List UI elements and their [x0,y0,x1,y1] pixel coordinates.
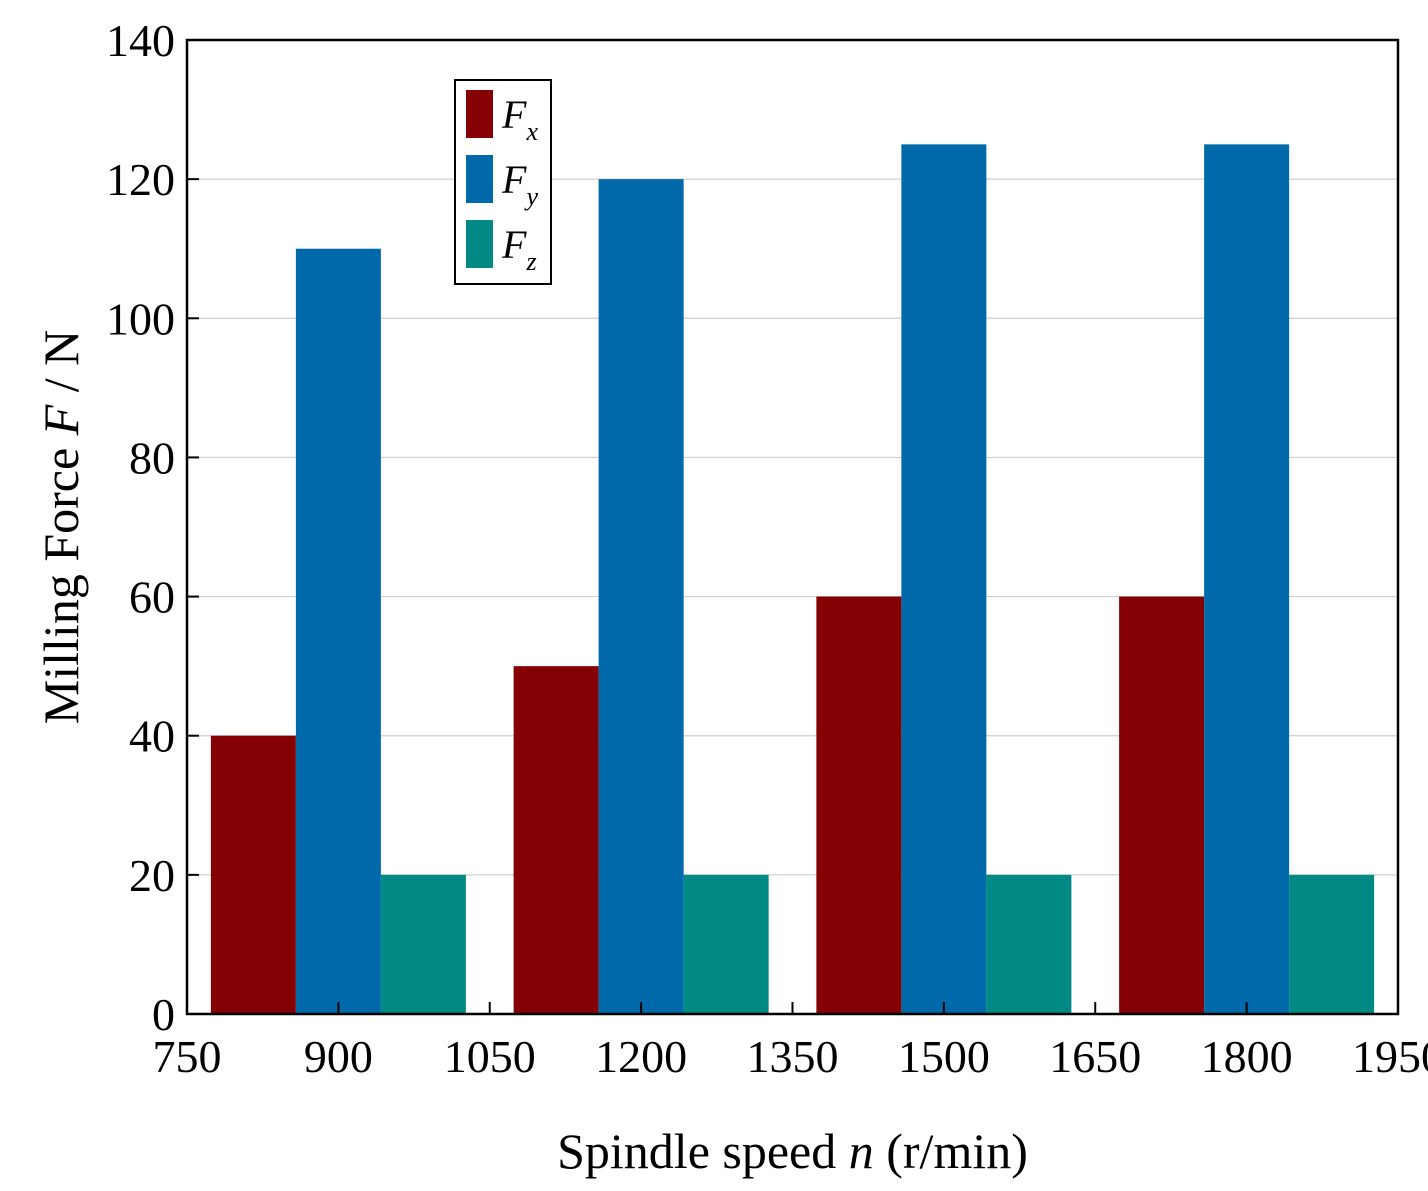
legend-swatch-Fy [466,155,493,203]
y-tick-label: 60 [129,572,175,623]
legend-swatch-Fx [466,90,493,138]
y-axis-title-part-1: Milling Force [33,435,89,724]
y-tick-label: 100 [106,293,175,344]
y-tick-label: 140 [106,15,175,66]
bars [210,144,1375,1015]
legend-label-Fy: Fy [501,157,538,211]
bar-Fz-1800 [1289,874,1375,1014]
x-tick-label: 1650 [1049,1031,1141,1082]
y-tick-label: 40 [129,711,175,762]
legend-label-subscript: x [525,117,538,146]
y-axis-title: Milling Force F / N [33,330,89,724]
legend-swatch-Fz [466,220,493,268]
y-tick-label: 0 [152,989,175,1040]
legend-label-Fx: Fx [501,92,538,146]
bar-Fz-1500 [986,874,1072,1014]
legend-label-symbol: F [501,157,527,202]
legend-label-subscript: y [523,182,538,211]
bar-Fy-1800 [1204,144,1290,1014]
x-axis-title-part-3: (r/min) [874,1123,1028,1179]
bar-Fx-900 [210,735,296,1014]
y-tick-label: 80 [129,432,175,483]
y-tick-label: 20 [129,850,175,901]
x-axis-title: Spindle speed n (r/min) [557,1123,1028,1179]
y-tick-label: 120 [106,154,175,205]
x-tick-label: 1500 [898,1031,990,1082]
y-axis-ticks: 0 20 40 60 80 100 120 140 [106,15,199,1040]
x-tick-label: 1800 [1201,1031,1293,1082]
bar-Fy-1500 [901,144,987,1014]
x-tick-label: 750 [153,1031,222,1082]
bar-Fz-900 [380,874,466,1014]
y-axis-title-symbol: F [33,404,89,436]
x-tick-label: 1350 [747,1031,839,1082]
bar-Fx-1500 [816,596,902,1014]
bar-Fz-1200 [683,874,769,1014]
x-tick-label: 1200 [595,1031,687,1082]
x-tick-label: 1050 [444,1031,536,1082]
legend-label-Fz: Fz [501,222,537,276]
bar-Fy-1200 [598,179,684,1015]
bar-Fy-900 [295,248,381,1014]
x-axis-title-part-1: Spindle speed [557,1123,849,1179]
legend-label-symbol: F [501,92,527,137]
bar-Fx-1800 [1119,596,1205,1014]
y-axis-title-part-3: / N [33,330,89,405]
x-axis-title-symbol: n [849,1123,874,1179]
legend-label-symbol: F [501,222,527,267]
bar-Fx-1200 [513,666,599,1014]
x-tick-label: 900 [304,1031,373,1082]
legend-label-subscript: z [525,247,536,276]
